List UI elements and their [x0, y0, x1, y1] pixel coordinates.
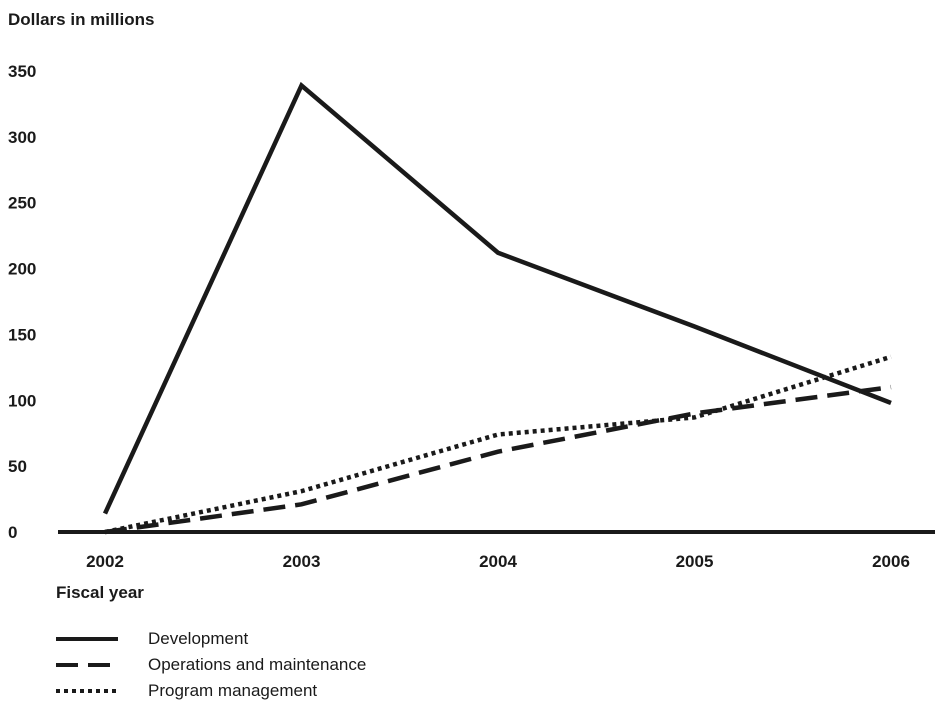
y-axis-title: Dollars in millions — [8, 10, 155, 29]
y-tick-label: 100 — [8, 391, 36, 410]
x-tick-label: 2003 — [283, 552, 321, 571]
x-tick-label: 2002 — [86, 552, 124, 571]
y-tick-label: 150 — [8, 325, 36, 344]
x-tick-label: 2005 — [676, 552, 714, 571]
x-tick-labels: 2002 2003 2004 2005 2006 — [86, 552, 910, 571]
legend-label: Operations and maintenance — [148, 655, 367, 674]
legend-item-development: Development — [56, 626, 366, 652]
legend-label: Development — [148, 629, 249, 648]
series-line-development — [102, 81, 892, 515]
legend-item-operations-and-maintenance: Operations and maintenance — [56, 652, 366, 678]
y-tick-label: 350 — [8, 62, 36, 81]
y-tick-label: 0 — [8, 523, 17, 542]
series-line-program-management — [104, 354, 892, 535]
y-tick-label: 300 — [8, 128, 36, 147]
legend-swatch-dotted — [56, 689, 118, 693]
x-axis-title: Fiscal year — [56, 583, 144, 602]
x-tick-label: 2004 — [479, 552, 517, 571]
y-tick-label: 50 — [8, 457, 27, 476]
legend: Development Operations and maintenance P… — [56, 626, 366, 704]
y-tick-label: 200 — [8, 260, 36, 279]
legend-item-program-management: Program management — [56, 678, 366, 704]
legend-swatch-solid — [56, 637, 118, 641]
legend-swatch-dashed — [56, 663, 118, 667]
series-lines — [102, 81, 892, 535]
series-line-operations-and-maintenance — [104, 384, 892, 535]
y-tick-labels: 0 50 100 150 200 250 300 350 — [8, 62, 36, 542]
x-tick-label: 2006 — [872, 552, 910, 571]
legend-label: Program management — [148, 681, 318, 700]
y-tick-label: 250 — [8, 194, 36, 213]
